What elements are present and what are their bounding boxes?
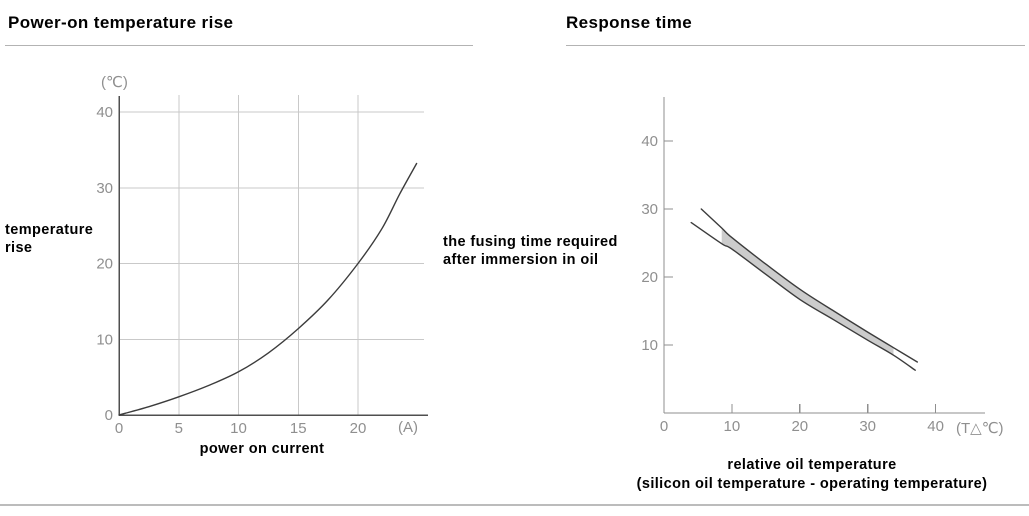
y-tick-label: 10 xyxy=(641,337,658,354)
right-y-axis-title: the fusing time required after immersion… xyxy=(443,234,618,268)
right-chart-title: Response time xyxy=(566,13,693,32)
left-chart-canvas: 0 10 20 30 40 0 5 10 15 20 xyxy=(96,95,428,437)
tolerance-band xyxy=(721,228,894,356)
x-tick-label: 0 xyxy=(660,418,668,435)
bottom-divider xyxy=(0,504,1029,506)
left-title-underline xyxy=(5,45,473,46)
curve-lower-fusing-time-limit xyxy=(690,221,916,371)
left-y-axis-title: temperature rise xyxy=(5,222,94,256)
x-tick-label: 10 xyxy=(724,418,741,435)
curve-temperature-rise-vs-power-on-current xyxy=(118,162,418,416)
y-tick-label: 30 xyxy=(641,201,658,218)
curve-upper-fusing-time-limit xyxy=(700,208,918,363)
left-y-axis-unit: (℃) xyxy=(101,74,128,91)
x-tick-label: 5 xyxy=(175,420,183,437)
x-tick-label: 15 xyxy=(290,420,307,437)
y-tick-label: 40 xyxy=(96,104,113,121)
left-x-axis-title: power on current xyxy=(199,441,325,457)
y-tick-label: 20 xyxy=(96,256,113,273)
x-tick-label: 10 xyxy=(230,420,247,437)
right-x-axis-unit: (T△℃) xyxy=(956,420,1004,437)
x-tick-label: 0 xyxy=(115,420,123,437)
y-tick-label: 20 xyxy=(641,269,658,286)
x-tick-label: 20 xyxy=(791,418,808,435)
x-tick-label: 40 xyxy=(927,418,944,435)
right-title-underline xyxy=(566,45,1025,46)
left-chart-title: Power-on temperature rise xyxy=(8,13,234,32)
x-tick-label: 30 xyxy=(859,418,876,435)
x-tick-label: 20 xyxy=(350,420,367,437)
right-x-axis-title: relative oil temperature (silicon oil te… xyxy=(636,457,988,492)
right-chart-canvas: 10 20 30 40 0 10 20 30 40 xyxy=(641,97,985,435)
y-tick-label: 0 xyxy=(105,407,113,424)
y-tick-label: 10 xyxy=(96,331,113,348)
y-tick-label: 30 xyxy=(96,180,113,197)
y-tick-label: 40 xyxy=(641,133,658,150)
left-x-axis-unit: (A) xyxy=(398,419,418,436)
